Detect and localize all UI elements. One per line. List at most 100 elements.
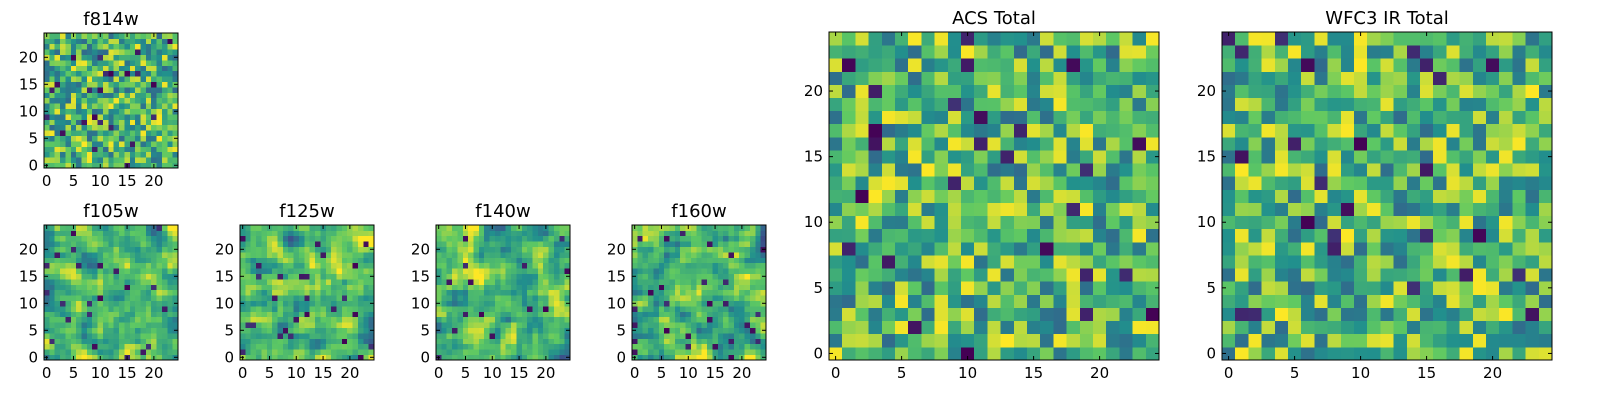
heatmap-cell (532, 252, 539, 258)
heatmap-cell (357, 241, 364, 247)
heatmap-cell (1013, 228, 1028, 243)
heatmap-cell (1538, 136, 1553, 151)
heatmap-cell (1274, 320, 1289, 335)
heatmap-cell (494, 284, 501, 291)
heatmap-cell (436, 230, 442, 237)
heatmap-cell (113, 146, 120, 153)
heatmap-cell (49, 87, 56, 93)
heatmap-cell (829, 268, 843, 282)
heatmap-cell (974, 189, 988, 203)
heatmap-cell (161, 311, 168, 318)
heatmap-cell (76, 135, 82, 142)
heatmap-cell (325, 273, 332, 280)
heatmap-cell (1013, 71, 1028, 85)
heatmap-cell (468, 262, 474, 269)
heatmap-cell (145, 97, 152, 104)
heatmap-cell (282, 230, 289, 237)
heatmap-cell (86, 87, 93, 93)
heatmap-cell (1145, 202, 1160, 217)
heatmap-cell (842, 346, 856, 361)
heatmap-cell (739, 262, 745, 269)
heatmap-cell (277, 241, 284, 247)
heatmap-cell (1222, 241, 1236, 256)
heatmap-cell (156, 38, 163, 45)
heatmap-cell (167, 43, 174, 50)
heatmap-cell (511, 252, 517, 258)
heatmap-cell (363, 268, 370, 274)
heatmap-cell (712, 322, 719, 328)
heatmap-cell (119, 38, 125, 45)
heatmap-cell (277, 273, 284, 280)
heatmap-cell (1288, 307, 1302, 322)
heatmap-cell (172, 97, 179, 104)
heatmap-cell (1380, 97, 1394, 112)
heatmap-cell (54, 327, 61, 334)
heatmap-cell (521, 225, 528, 231)
heatmap-cell (1145, 110, 1160, 125)
heatmap-cell (309, 262, 316, 269)
heatmap-cell (54, 262, 61, 269)
heatmap-cell (1040, 123, 1054, 138)
heatmap-cell (921, 228, 935, 243)
heatmap-cell (1119, 281, 1133, 295)
heatmap-cell (304, 311, 311, 318)
heatmap-cell (664, 289, 670, 296)
heatmap-cell (81, 279, 88, 285)
heatmap-cell (947, 163, 962, 177)
heatmap-cell (113, 65, 120, 72)
heatmap-cell (1433, 32, 1447, 46)
heatmap-cell (86, 338, 93, 345)
heatmap-cell (70, 295, 77, 301)
heatmap-cell (65, 124, 72, 131)
heatmap-cell (749, 262, 756, 269)
heatmap-cell (145, 33, 152, 39)
heatmap-cell (1066, 307, 1081, 322)
heatmap-cell (347, 273, 353, 280)
heatmap-cell (256, 316, 262, 323)
heatmap-cell (161, 81, 168, 88)
heatmap-cell (696, 316, 703, 323)
heatmap-cell (140, 151, 147, 158)
heatmap-cell (462, 230, 469, 237)
heatmap-cell (156, 81, 163, 88)
heatmap-cell (145, 230, 152, 237)
heatmap-cell (1446, 294, 1460, 308)
heatmap-cell (97, 279, 104, 285)
heatmap-cell (712, 284, 719, 291)
heatmap-cell (1132, 150, 1147, 164)
heatmap-cell (1119, 307, 1133, 322)
heatmap-cell (441, 295, 448, 301)
heatmap-cell (1274, 176, 1289, 190)
heatmap-cell (733, 349, 740, 355)
heatmap-cell (86, 246, 93, 253)
heatmap-cell (462, 246, 469, 253)
heatmap-cell (1027, 320, 1041, 335)
heatmap-cell (468, 349, 474, 355)
heatmap-cell (363, 343, 370, 350)
heatmap-cell (97, 306, 104, 312)
heatmap-cell (1301, 228, 1315, 243)
heatmap-cell (548, 268, 555, 274)
heatmap-cell (261, 246, 268, 253)
heatmap-cell (1093, 136, 1107, 151)
heatmap-cell (484, 273, 490, 280)
heatmap-cell (124, 49, 131, 55)
heatmap-cell (161, 33, 168, 39)
heatmap-cell (81, 252, 88, 258)
heatmap-cell (632, 289, 638, 296)
heatmap-cell (921, 163, 935, 177)
heatmap-cell (54, 311, 61, 318)
heatmap-cell (368, 338, 375, 345)
heatmap-cell (478, 241, 485, 247)
heatmap-cell (1538, 202, 1553, 217)
heatmap-cell (468, 235, 474, 242)
heatmap-cell (44, 119, 50, 126)
heatmap-cell (54, 322, 61, 328)
y-tick-label: 5 (813, 279, 823, 297)
heatmap-cell (1327, 228, 1342, 243)
heatmap-cell (1235, 268, 1249, 282)
heatmap-cell (1314, 136, 1328, 151)
heatmap-cell (363, 230, 370, 237)
heatmap-cell (1420, 281, 1434, 295)
heatmap-cell (908, 58, 922, 72)
